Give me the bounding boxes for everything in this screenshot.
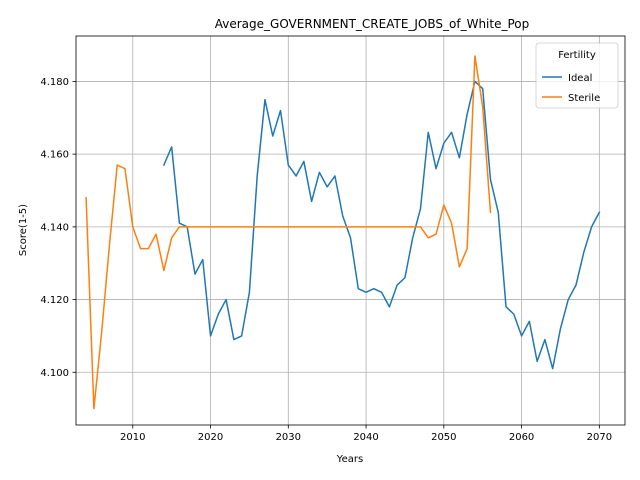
y-tick-label: 4.100 bbox=[40, 368, 69, 379]
y-tick-label: 4.160 bbox=[40, 150, 69, 161]
x-tick-label: 2070 bbox=[587, 432, 612, 443]
x-tick-label: 2060 bbox=[509, 432, 534, 443]
legend-label-ideal: Ideal bbox=[568, 73, 592, 84]
x-tick-label: 2040 bbox=[353, 432, 378, 443]
chart-title: Average_GOVERNMENT_CREATE_JOBS_of_White_… bbox=[215, 17, 530, 31]
x-tick-label: 2010 bbox=[120, 432, 145, 443]
y-tick-label: 4.140 bbox=[40, 222, 69, 233]
x-tick-label: 2020 bbox=[198, 432, 223, 443]
legend-title: Fertility bbox=[558, 50, 596, 61]
x-tick-label: 2030 bbox=[276, 432, 301, 443]
y-tick-label: 4.120 bbox=[40, 295, 69, 306]
axis-ticks: 2010 2020 2030 2040 2050 2060 2070 4.100 4.120 4.… bbox=[40, 77, 612, 443]
legend-label-sterile: Sterile bbox=[568, 93, 600, 104]
x-tick-label: 2050 bbox=[431, 432, 456, 443]
plot-frame bbox=[75, 35, 626, 426]
y-tick-label: 4.180 bbox=[40, 77, 69, 88]
y-axis-label: Score(1-5) bbox=[18, 204, 29, 256]
series-line-ideal bbox=[162, 80, 601, 370]
series-layer bbox=[85, 55, 601, 410]
legend-box bbox=[535, 42, 619, 109]
series-line-sterile bbox=[85, 55, 492, 410]
legend: Fertility Ideal Sterile bbox=[535, 42, 619, 109]
x-axis-label: Years bbox=[336, 454, 363, 465]
